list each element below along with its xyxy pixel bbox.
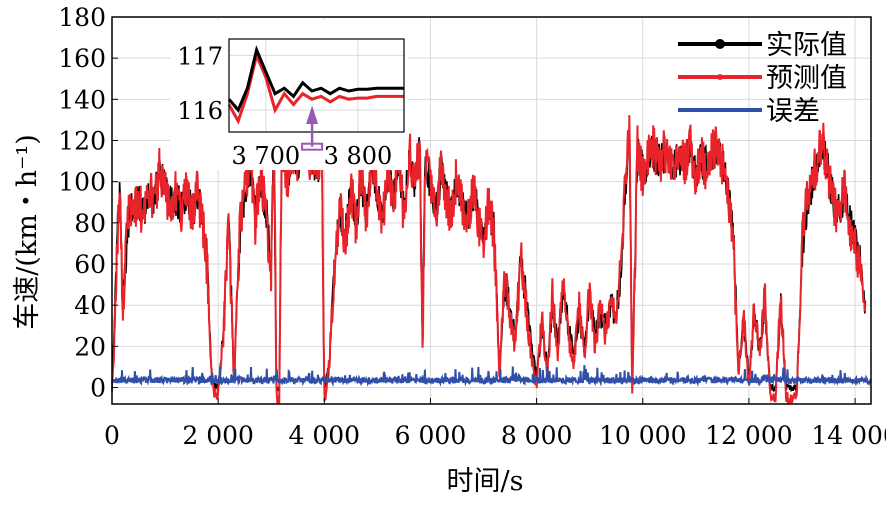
y-tick-label: 0: [90, 374, 106, 403]
legend-label-error: 误差: [766, 96, 820, 127]
legend-marker-actual: [715, 39, 725, 49]
y-tick-label: 120: [58, 127, 106, 156]
y-tick-label: 180: [58, 3, 106, 32]
y-tick-label: 60: [74, 250, 106, 279]
inset-y-tick-label: 116: [177, 97, 223, 125]
y-tick-label: 80: [74, 209, 106, 238]
y-tick-label: 100: [58, 168, 106, 197]
y-tick-label: 160: [58, 44, 106, 73]
x-tick-label: 2 000: [182, 421, 254, 450]
legend: 实际值 预测值 误差: [678, 30, 847, 127]
y-tick-labels: 0 20 40 60 80 100 120 140 160 180: [58, 3, 118, 403]
y-tick-label: 40: [74, 291, 106, 320]
inset-y-tick-labels: 116 117: [177, 42, 223, 125]
inset-x-tick-label: 3 800: [324, 142, 393, 170]
zoom-inset: 3 700 3 800 116 117: [170, 20, 408, 170]
zoom-arrow-head: [306, 105, 319, 125]
x-tick-label: 4 000: [289, 421, 361, 450]
x-tick-label: 12 000: [705, 421, 792, 450]
x-axis-title: 时间/s: [447, 466, 524, 497]
inset-line-predicted: [227, 50, 404, 125]
inset-line-actual: [227, 45, 404, 113]
y-axis-title: 车速/(km・h⁻¹): [12, 134, 43, 330]
inset-y-tick-label: 117: [177, 42, 223, 70]
y-tick-label: 140: [58, 85, 106, 114]
zoom-region-box: [301, 142, 324, 151]
x-tick-labels: 0 2 000 4 000 6 000 8 000 10 000 12 000 14 000: [104, 398, 886, 450]
inset-x-tick-label: 3 700: [231, 142, 300, 170]
series-line-error: [111, 365, 872, 388]
x-tick-label: 8 000: [501, 421, 573, 450]
zoom-arrow-icon: [301, 105, 324, 151]
x-tick-label: 10 000: [599, 421, 686, 450]
plot-frame: [111, 16, 872, 405]
series-line-predicted: [111, 115, 866, 405]
inset-frame: [228, 38, 405, 133]
legend-label-actual: 实际值: [766, 30, 847, 61]
legend-label-predicted: 预测值: [766, 63, 847, 94]
series-layer: [111, 115, 872, 405]
inset-background: [170, 20, 408, 170]
x-tick-label: 14 000: [811, 421, 886, 450]
inset-x-tick-labels: 3 700 3 800: [231, 142, 392, 170]
x-tick-label: 0: [104, 421, 120, 450]
y-tick-label: 20: [74, 332, 106, 361]
legend-marker-predicted: [717, 74, 723, 80]
x-tick-label: 6 000: [395, 421, 467, 450]
